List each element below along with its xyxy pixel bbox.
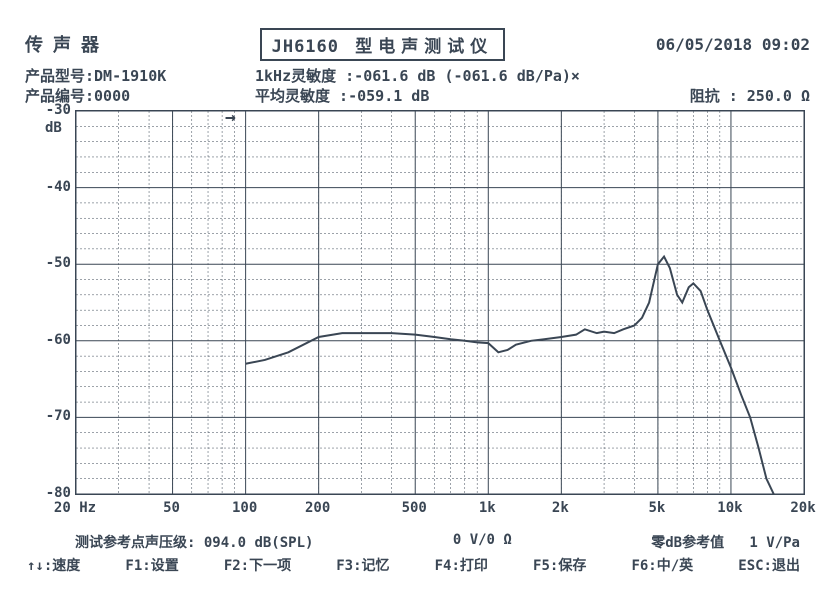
- impedance-block: 阻抗 : 250.0 Ω: [660, 86, 810, 106]
- x-tick-label: 20 Hz: [54, 500, 96, 516]
- instrument-title-box: JH6160 型电声测试仪: [260, 28, 506, 61]
- plot-region: [75, 110, 805, 495]
- ref-block: 零dB参考值 1 V/Pa: [651, 532, 800, 552]
- fn-key-row: ↑↓:速度 F1:设置 F2:下一项 F3:记忆 F4:打印 F5:保存 F6:…: [25, 555, 810, 575]
- y-axis: dB -30-40-50-60-70-80: [25, 110, 75, 495]
- sens-1k-label: 1kHz灵敏度: [255, 67, 336, 85]
- fn-esc[interactable]: ESC:退出: [738, 555, 800, 575]
- product-model-label: 产品型号:: [25, 67, 94, 85]
- x-tick-label: 10k: [717, 500, 742, 516]
- spl-block: 测试参考点声压级: 094.0 dB(SPL): [75, 532, 313, 552]
- sensitivity-1k: 1kHz灵敏度 :-061.6 dB (-061.6 dB/Pa)×: [225, 66, 660, 86]
- sens-1k-value: :-061.6 dB (-061.6 dB/Pa)×: [345, 67, 580, 85]
- y-tick-label: -80: [46, 485, 71, 501]
- footer-info-row: 测试参考点声压级: 094.0 dB(SPL) 0 V/0 Ω 零dB参考值 1…: [25, 532, 810, 552]
- ref-value: 1 V/Pa: [749, 535, 800, 551]
- ref-label: 零dB参考值: [651, 535, 724, 551]
- fn-f2[interactable]: F2:下一项: [224, 555, 291, 575]
- avg-sensitivity: → 平均灵敏度 :-059.1 dB: [225, 86, 660, 106]
- fn-f5[interactable]: F5:保存: [533, 555, 586, 575]
- fn-speed[interactable]: ↑↓:速度: [27, 555, 80, 575]
- spl-value: 094.0 dB(SPL): [204, 535, 314, 551]
- fn-f4[interactable]: F4:打印: [435, 555, 488, 575]
- x-tick-label: 500: [402, 500, 427, 516]
- avg-sens-value: :-059.1 dB: [339, 87, 429, 105]
- instrument-label-suffix: 型电声测试仪: [355, 37, 493, 57]
- x-tick-label: 200: [305, 500, 330, 516]
- x-tick-label: 20k: [790, 500, 815, 516]
- avg-sens-label: 平均灵敏度: [255, 87, 330, 105]
- x-tick-label: 5k: [648, 500, 665, 516]
- spacer: [660, 66, 810, 86]
- y-tick-label: -60: [46, 332, 71, 348]
- product-model: 产品型号:DM-1910K: [25, 66, 225, 86]
- fn-f3[interactable]: F3:记忆: [336, 555, 389, 575]
- y-tick-label: -30: [46, 102, 71, 118]
- device-type-label: 传声器: [25, 31, 109, 57]
- chart-svg: [76, 111, 804, 494]
- impedance-value: 250.0 Ω: [747, 87, 810, 105]
- fn-f6[interactable]: F6:中/英: [631, 555, 693, 575]
- product-model-value: DM-1910K: [94, 67, 166, 85]
- info-row-1: 产品型号:DM-1910K 1kHz灵敏度 :-061.6 dB (-061.6…: [25, 66, 810, 86]
- info-row-2: 产品编号:0000 → 平均灵敏度 :-059.1 dB 阻抗 : 250.0 …: [25, 86, 810, 106]
- x-tick-label: 2k: [552, 500, 569, 516]
- header-bar: 传声器 JH6160 型电声测试仪 06/05/2018 09:02: [25, 30, 810, 58]
- datetime-label: 06/05/2018 09:02: [656, 35, 810, 54]
- fn-f1[interactable]: F1:设置: [125, 555, 178, 575]
- x-tick-label: 50: [163, 500, 180, 516]
- y-tick-label: -50: [46, 255, 71, 271]
- chart-area: dB -30-40-50-60-70-80 20 Hz501002005001k…: [25, 110, 805, 530]
- y-tick-label: -70: [46, 408, 71, 424]
- spl-label: 测试参考点声压级:: [75, 535, 195, 551]
- center-value: 0 V/0 Ω: [453, 532, 512, 552]
- y-unit-label: dB: [45, 120, 62, 136]
- y-tick-label: -40: [46, 179, 71, 195]
- x-tick-label: 1k: [479, 500, 496, 516]
- instrument-model: JH6160: [272, 37, 339, 57]
- x-tick-label: 100: [232, 500, 257, 516]
- product-serial-value: 0000: [94, 87, 130, 105]
- impedance-label: 阻抗 :: [690, 87, 738, 105]
